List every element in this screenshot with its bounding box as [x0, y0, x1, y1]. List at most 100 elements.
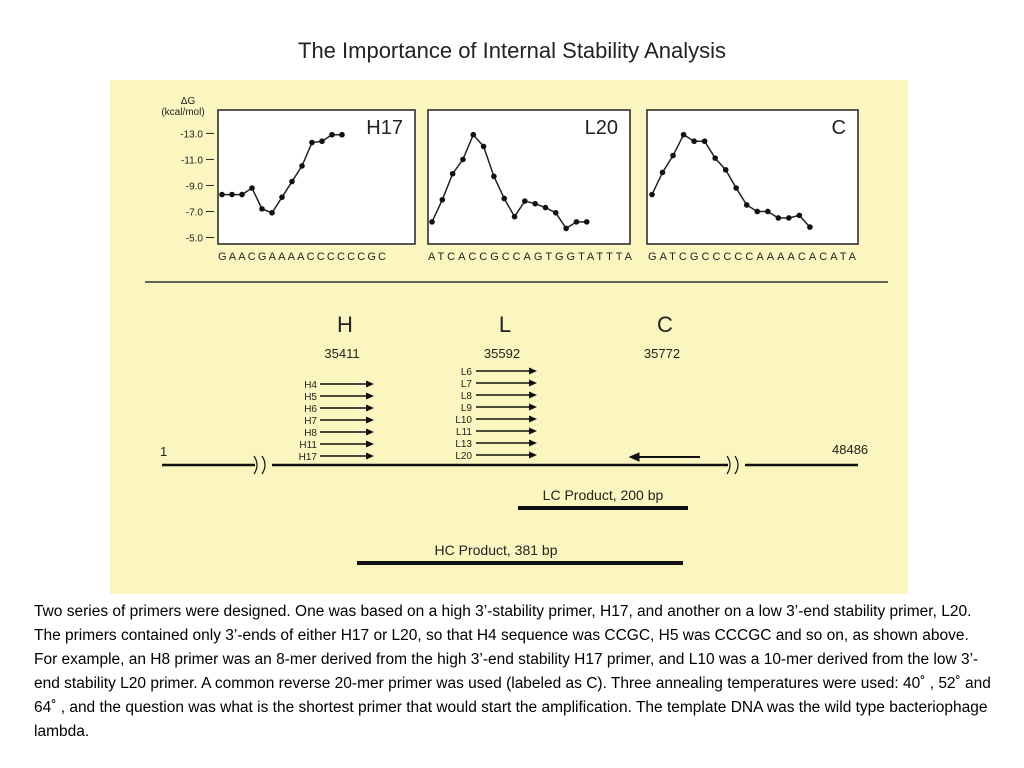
primer-label: L6 [461, 367, 473, 378]
arrow-head [529, 403, 537, 411]
point [573, 219, 580, 225]
point [743, 202, 750, 208]
arrow-head [366, 380, 374, 388]
arrow-head [366, 392, 374, 400]
point [239, 191, 245, 198]
point [339, 131, 345, 138]
point [680, 131, 687, 138]
point [229, 191, 235, 198]
point [754, 208, 761, 215]
point [659, 169, 666, 176]
point [491, 173, 497, 180]
point [259, 206, 265, 212]
figure: The Importance of Internal Stability Ana… [110, 38, 908, 594]
end-label: 48486 [832, 442, 868, 457]
point [649, 191, 655, 198]
point [775, 215, 782, 221]
point [289, 178, 295, 185]
arrow-head [529, 391, 537, 399]
line [431, 133, 587, 230]
y-tick-label: -11.0 [181, 155, 203, 166]
point [299, 163, 305, 169]
primer-label: L13 [455, 439, 472, 450]
point [470, 131, 477, 138]
primer-label: H4 [304, 380, 317, 391]
point [542, 204, 549, 211]
chart-label: C [832, 117, 846, 139]
point [796, 212, 803, 219]
site-position: 35772 [644, 346, 680, 361]
point [670, 152, 676, 159]
primer-label: H6 [304, 404, 317, 415]
point [511, 213, 518, 220]
arrow-head [366, 404, 374, 412]
arrow-head [529, 427, 537, 435]
diagram [162, 452, 858, 565]
y-axis-label: ΔG [181, 96, 196, 107]
point [501, 195, 508, 202]
lc-product: LC Product, 200 bp [543, 487, 664, 503]
primer-label: H5 [304, 392, 317, 403]
chart-label: L20 [585, 117, 618, 139]
point [552, 209, 559, 216]
point [269, 209, 275, 216]
point [764, 208, 771, 215]
primer-label: H11 [299, 440, 317, 451]
point [219, 191, 225, 198]
primer-label: H17 [299, 452, 318, 463]
chart-frame [427, 109, 631, 245]
chart-frame [217, 109, 416, 245]
chart-frame [646, 109, 859, 245]
hc-product: HC Product, 381 bp [435, 542, 558, 558]
y-tick-label: -7.0 [186, 207, 204, 218]
sequence: ATCACCGCCAGTGGTATTTA [428, 251, 633, 263]
primer-label: H8 [304, 428, 317, 439]
arrow-head [529, 367, 537, 375]
y-axis-label: (kcal/mol) [161, 107, 204, 118]
site-label: H [337, 312, 353, 337]
point [480, 143, 487, 150]
primer-label: H7 [304, 416, 317, 427]
point [309, 139, 315, 146]
point [563, 225, 569, 232]
point [460, 156, 466, 163]
start-label: 1 [160, 444, 167, 459]
point [733, 185, 740, 191]
arrow-head [366, 416, 374, 424]
arrow-head [366, 452, 374, 460]
primer-label: L11 [456, 427, 472, 438]
arrow-head [529, 379, 537, 387]
point [712, 155, 718, 161]
primer-label: L8 [461, 391, 473, 402]
arrow-head [366, 440, 374, 448]
primer-label: L7 [461, 379, 473, 390]
point [522, 198, 528, 204]
point [691, 138, 697, 145]
point [249, 185, 255, 191]
point [807, 224, 813, 230]
primer-label: L9 [461, 403, 473, 414]
primer-label: L20 [455, 451, 472, 462]
site-label: L [499, 312, 511, 337]
arrow-head [529, 415, 537, 423]
site-position: 35592 [484, 346, 520, 361]
y-tick-label: -5.0 [186, 233, 204, 244]
point [583, 219, 590, 225]
point [439, 196, 446, 203]
point [429, 219, 435, 225]
point [449, 170, 456, 177]
point [532, 200, 538, 207]
arrow-head [366, 428, 374, 436]
point [279, 194, 285, 200]
point [722, 167, 729, 173]
chart-label: H17 [366, 117, 403, 139]
line [651, 133, 811, 228]
point [701, 138, 708, 145]
y-tick-label: -9.0 [186, 181, 204, 192]
point [786, 215, 792, 221]
arrow-head [529, 451, 537, 459]
site-position: 35411 [324, 346, 359, 361]
sequence: GAACGAAAACCCCCCGC [218, 251, 386, 263]
caption: Two series of primers were designed. One… [34, 603, 991, 740]
